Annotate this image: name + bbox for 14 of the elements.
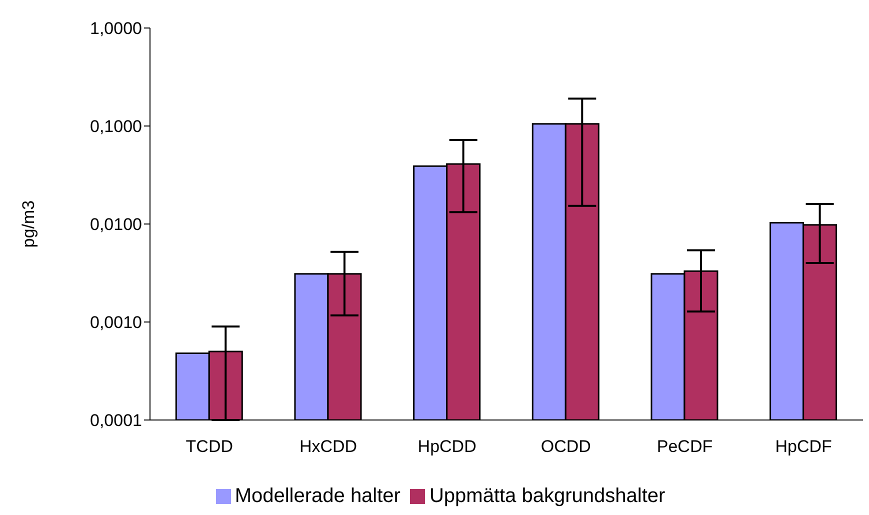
y-axis-title: pg/m3 [19,200,38,248]
x-tick-label: HpCDF [775,437,832,456]
y-tick-label: 0,0010 [90,313,142,332]
x-tick-label: TCDD [186,437,234,456]
x-tick-label: OCDD [540,437,591,456]
y-tick-label: 1,0000 [90,19,142,38]
y-tick-label: 0,1000 [90,117,142,136]
legend-label: Modellerade halter [234,485,400,507]
y-tick-label: 0,0100 [90,215,142,234]
x-tick-label: HpCDD [418,437,476,456]
y-tick-label: 0,0001 [90,411,142,430]
x-tick-label: HxCDD [299,437,358,456]
x-tick-label: PeCDF [656,437,713,456]
legend-label: Uppmätta bakgrundshalter [429,485,666,507]
